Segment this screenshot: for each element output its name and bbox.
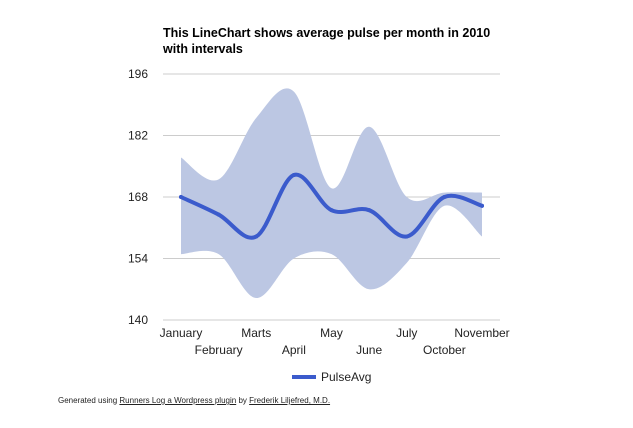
data-point-february (216, 212, 221, 217)
x-tick-label: May (320, 326, 343, 340)
chart-title-line-2: with intervals (162, 42, 243, 56)
x-tick-label: Marts (241, 326, 271, 340)
footer-prefix: Generated using (58, 396, 118, 405)
y-tick-label: 196 (128, 67, 148, 81)
data-point-june (367, 208, 372, 213)
y-tick-label: 154 (128, 252, 148, 266)
data-points (179, 173, 484, 239)
legend-label-pulseavg: PulseAvg (321, 370, 371, 384)
x-tick-label: October (423, 343, 466, 357)
data-point-november (480, 203, 484, 208)
legend: PulseAvg (292, 370, 371, 384)
plugin-link[interactable]: Runners Log a Wordpress plugin (119, 396, 237, 405)
y-axis-labels: 140 154 168 182 196 (128, 67, 148, 327)
y-tick-label: 168 (128, 190, 148, 204)
data-point-marts (254, 234, 259, 239)
x-axis-labels: January February Marts April May June July Octo… (160, 326, 510, 357)
author-link[interactable]: Frederik Liljefred, M.D. (249, 396, 331, 405)
x-tick-label: June (356, 343, 382, 357)
y-tick-label: 182 (128, 129, 148, 143)
chart-title-line-1: This LineChart shows average pulse per m… (163, 26, 490, 40)
x-tick-label: February (195, 343, 243, 357)
data-point-july (404, 234, 409, 239)
x-tick-label: November (454, 326, 509, 340)
y-tick-label: 140 (128, 313, 148, 327)
data-point-october (442, 195, 447, 199)
data-point-april (291, 173, 296, 178)
footer-by: by (238, 396, 247, 405)
data-point-january (179, 195, 183, 199)
interval-band (181, 88, 482, 299)
data-point-may (329, 208, 334, 213)
x-tick-label: July (396, 326, 417, 340)
footer: Generated using Runners Log a Wordpress … (58, 396, 330, 405)
x-tick-label: January (160, 326, 203, 340)
x-tick-label: April (282, 343, 306, 357)
